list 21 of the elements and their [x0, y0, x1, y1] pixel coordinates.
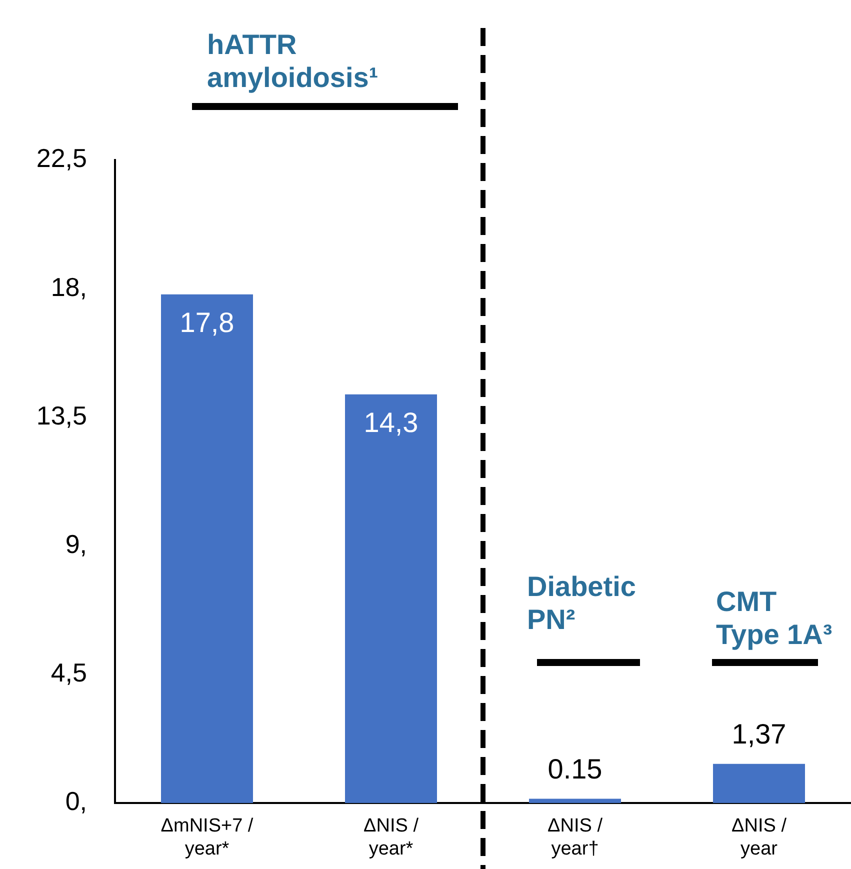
text: hATTR amyloidosis¹	[207, 28, 378, 94]
data-label: 17,8	[180, 307, 234, 338]
bar	[345, 394, 437, 803]
y-tick-label: 22,5	[36, 143, 87, 174]
data-label: 0.15	[548, 753, 602, 784]
y-tick-label: 9,	[65, 528, 87, 559]
x-tick-label: ΔNIS / year*	[364, 816, 420, 860]
bar	[713, 764, 805, 803]
x-tick-label: ΔmNIS+7 / year*	[160, 816, 254, 860]
data-label: 1,37	[732, 718, 786, 750]
data-label: 14,3	[364, 407, 418, 438]
annotation: CMT Type 1A³	[716, 585, 832, 651]
x-tick-label: ΔNIS / year	[732, 816, 788, 860]
y-tick-label: 0,	[65, 786, 87, 816]
y-tick-label: 4,5	[50, 658, 87, 688]
annotation: Diabetic PN²	[527, 570, 636, 636]
y-tick-label: 18,	[50, 272, 87, 302]
x-tick-label: ΔNIS / year†	[548, 816, 604, 860]
bar	[529, 798, 621, 803]
bar	[161, 294, 253, 803]
y-tick-label: 13,5	[36, 400, 87, 430]
